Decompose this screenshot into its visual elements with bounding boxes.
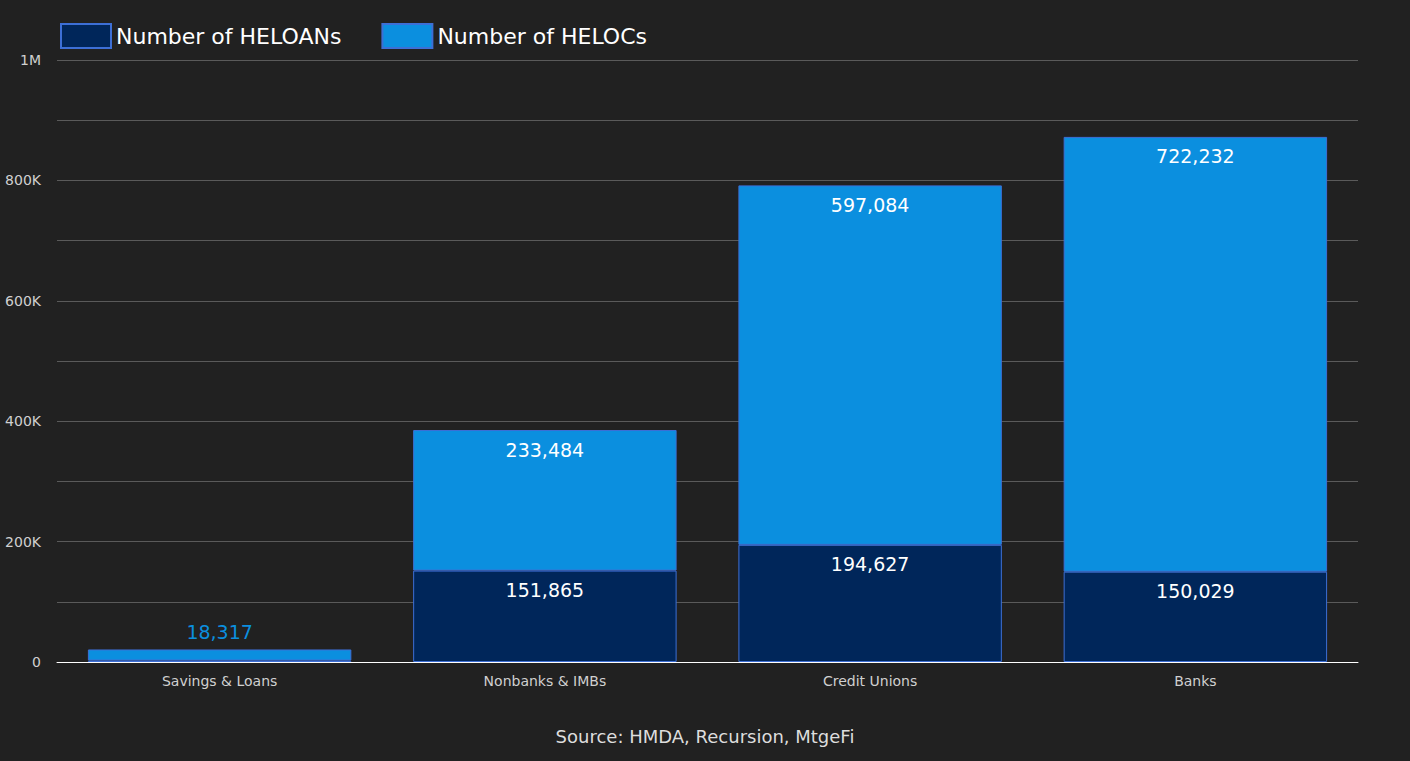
svg-text:1M: 1M: [20, 52, 41, 68]
svg-text:597,084: 597,084: [831, 194, 910, 216]
svg-text:Savings & Loans: Savings & Loans: [162, 673, 277, 689]
svg-text:233,484: 233,484: [506, 439, 585, 461]
svg-text:151,865: 151,865: [506, 579, 585, 601]
svg-text:Nonbanks & IMBs: Nonbanks & IMBs: [484, 673, 607, 689]
svg-text:Source: HMDA, Recursion, MtgeF: Source: HMDA, Recursion, MtgeFi: [556, 726, 855, 747]
svg-text:600K: 600K: [5, 293, 42, 309]
svg-text:Credit Unions: Credit Unions: [823, 673, 917, 689]
svg-text:400K: 400K: [5, 413, 42, 429]
svg-text:150,029: 150,029: [1156, 580, 1235, 602]
svg-text:194,627: 194,627: [831, 553, 910, 575]
svg-text:Number of HELOCs: Number of HELOCs: [437, 24, 647, 49]
svg-text:722,232: 722,232: [1156, 145, 1235, 167]
svg-text:200K: 200K: [5, 534, 42, 550]
svg-text:18,317: 18,317: [186, 621, 252, 643]
svg-text:800K: 800K: [5, 172, 42, 188]
svg-text:0: 0: [32, 654, 41, 670]
svg-text:Banks: Banks: [1174, 673, 1216, 689]
svg-text:Number of HELOANs: Number of HELOANs: [116, 24, 341, 49]
